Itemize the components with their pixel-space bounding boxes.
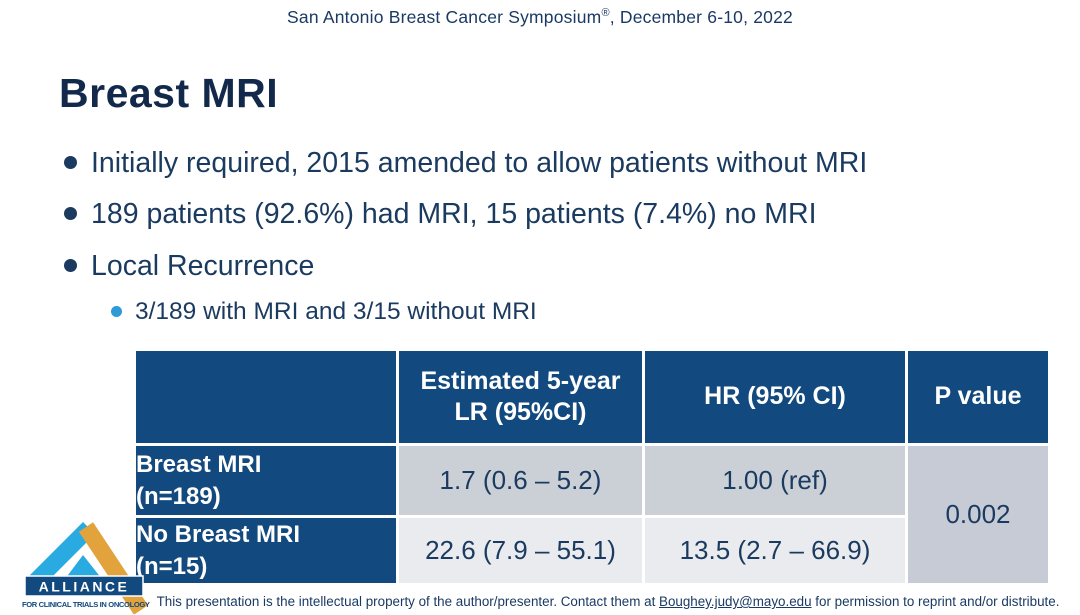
col-header-pvalue: P value	[905, 348, 1051, 446]
row-label-breast-mri: Breast MRI (n=189)	[133, 443, 399, 518]
bullet-marker	[64, 259, 77, 272]
table-row: No Breast MRI (n=15) 22.6 (7.9 – 55.1) 13…	[133, 515, 1050, 586]
bullet-marker	[64, 156, 77, 169]
bullet-item: Local Recurrence	[64, 247, 314, 285]
sub-bullet-marker	[111, 306, 122, 317]
conference-dates: , December 6-10, 2022	[609, 7, 793, 27]
conference-name: San Antonio Breast Cancer Symposium	[287, 7, 602, 27]
conference-header: San Antonio Breast Cancer Symposium®, De…	[0, 7, 1080, 28]
sub-bullet-item: 3/189 with MRI and 3/15 without MRI	[111, 296, 537, 328]
row-label-no-breast-mri: No Breast MRI (n=15)	[133, 515, 399, 586]
bullet-text: 189 patients (92.6%) had MRI, 15 patient…	[91, 198, 817, 230]
bullet-text: Local Recurrence	[91, 250, 315, 282]
row-label-line2: (n=15)	[136, 552, 208, 580]
table-row: Breast MRI (n=189) 1.7 (0.6 – 5.2) 1.00 (…	[133, 443, 1051, 586]
registered-trademark-symbol: ®	[601, 7, 610, 20]
slide-title: Breast MRI	[59, 70, 279, 116]
bullet-item: 189 patients (92.6%) had MRI, 15 patient…	[64, 195, 817, 233]
row-label-line2: (n=189)	[136, 482, 221, 510]
logo-name: ALLIANCE	[39, 579, 130, 595]
cell-hr-breast-mri: 1.00 (ref)	[642, 443, 908, 518]
bullet-text: Initially required, 2015 amended to allo…	[91, 147, 868, 179]
results-table: Estimated 5-year LR (95%CI) HR (95% CI) …	[133, 348, 1051, 586]
footer-disclaimer: This presentation is the intellectual pr…	[140, 594, 1076, 609]
logo-inner-triangle	[65, 555, 102, 579]
col-header-hr: HR (95% CI)	[642, 348, 908, 446]
logo-banner	[24, 575, 144, 597]
contact-email-link[interactable]: Boughey.judy@mayo.edu	[659, 594, 812, 609]
bullet-marker	[64, 207, 77, 220]
bullet-item: Initially required, 2015 amended to allo…	[64, 144, 867, 182]
footer-text-before-email: This presentation is the intellectual pr…	[156, 594, 660, 609]
alliance-logo: ALLIANCE FOR CLINICAL TRIALS IN ONCOLOGY	[22, 521, 150, 614]
cell-lr-no-breast-mri: 22.6 (7.9 – 55.1)	[396, 515, 645, 586]
cell-hr-no-breast-mri: 13.5 (2.7 – 66.9)	[642, 515, 908, 586]
cell-lr-breast-mri: 1.7 (0.6 – 5.2)	[396, 443, 645, 518]
table-header-row: Estimated 5-year LR (95%CI) HR (95% CI) …	[133, 348, 1051, 446]
row-label-line1: No Breast MRI	[136, 520, 301, 548]
logo-right-leg	[78, 522, 149, 614]
logo-tagline: FOR CLINICAL TRIALS IN ONCOLOGY	[22, 600, 150, 609]
sub-bullet-text: 3/189 with MRI and 3/15 without MRI	[135, 298, 537, 325]
cell-p-value: 0.002	[905, 443, 1051, 586]
footer-text-after-email: for permission to reprint and/or distrib…	[811, 594, 1060, 609]
logo-left-leg	[27, 521, 96, 590]
col-header-estimated-5yr-lr: Estimated 5-year LR (95%CI)	[396, 348, 645, 446]
row-label-line1: Breast MRI	[136, 450, 262, 478]
table-corner-cell	[133, 348, 399, 446]
